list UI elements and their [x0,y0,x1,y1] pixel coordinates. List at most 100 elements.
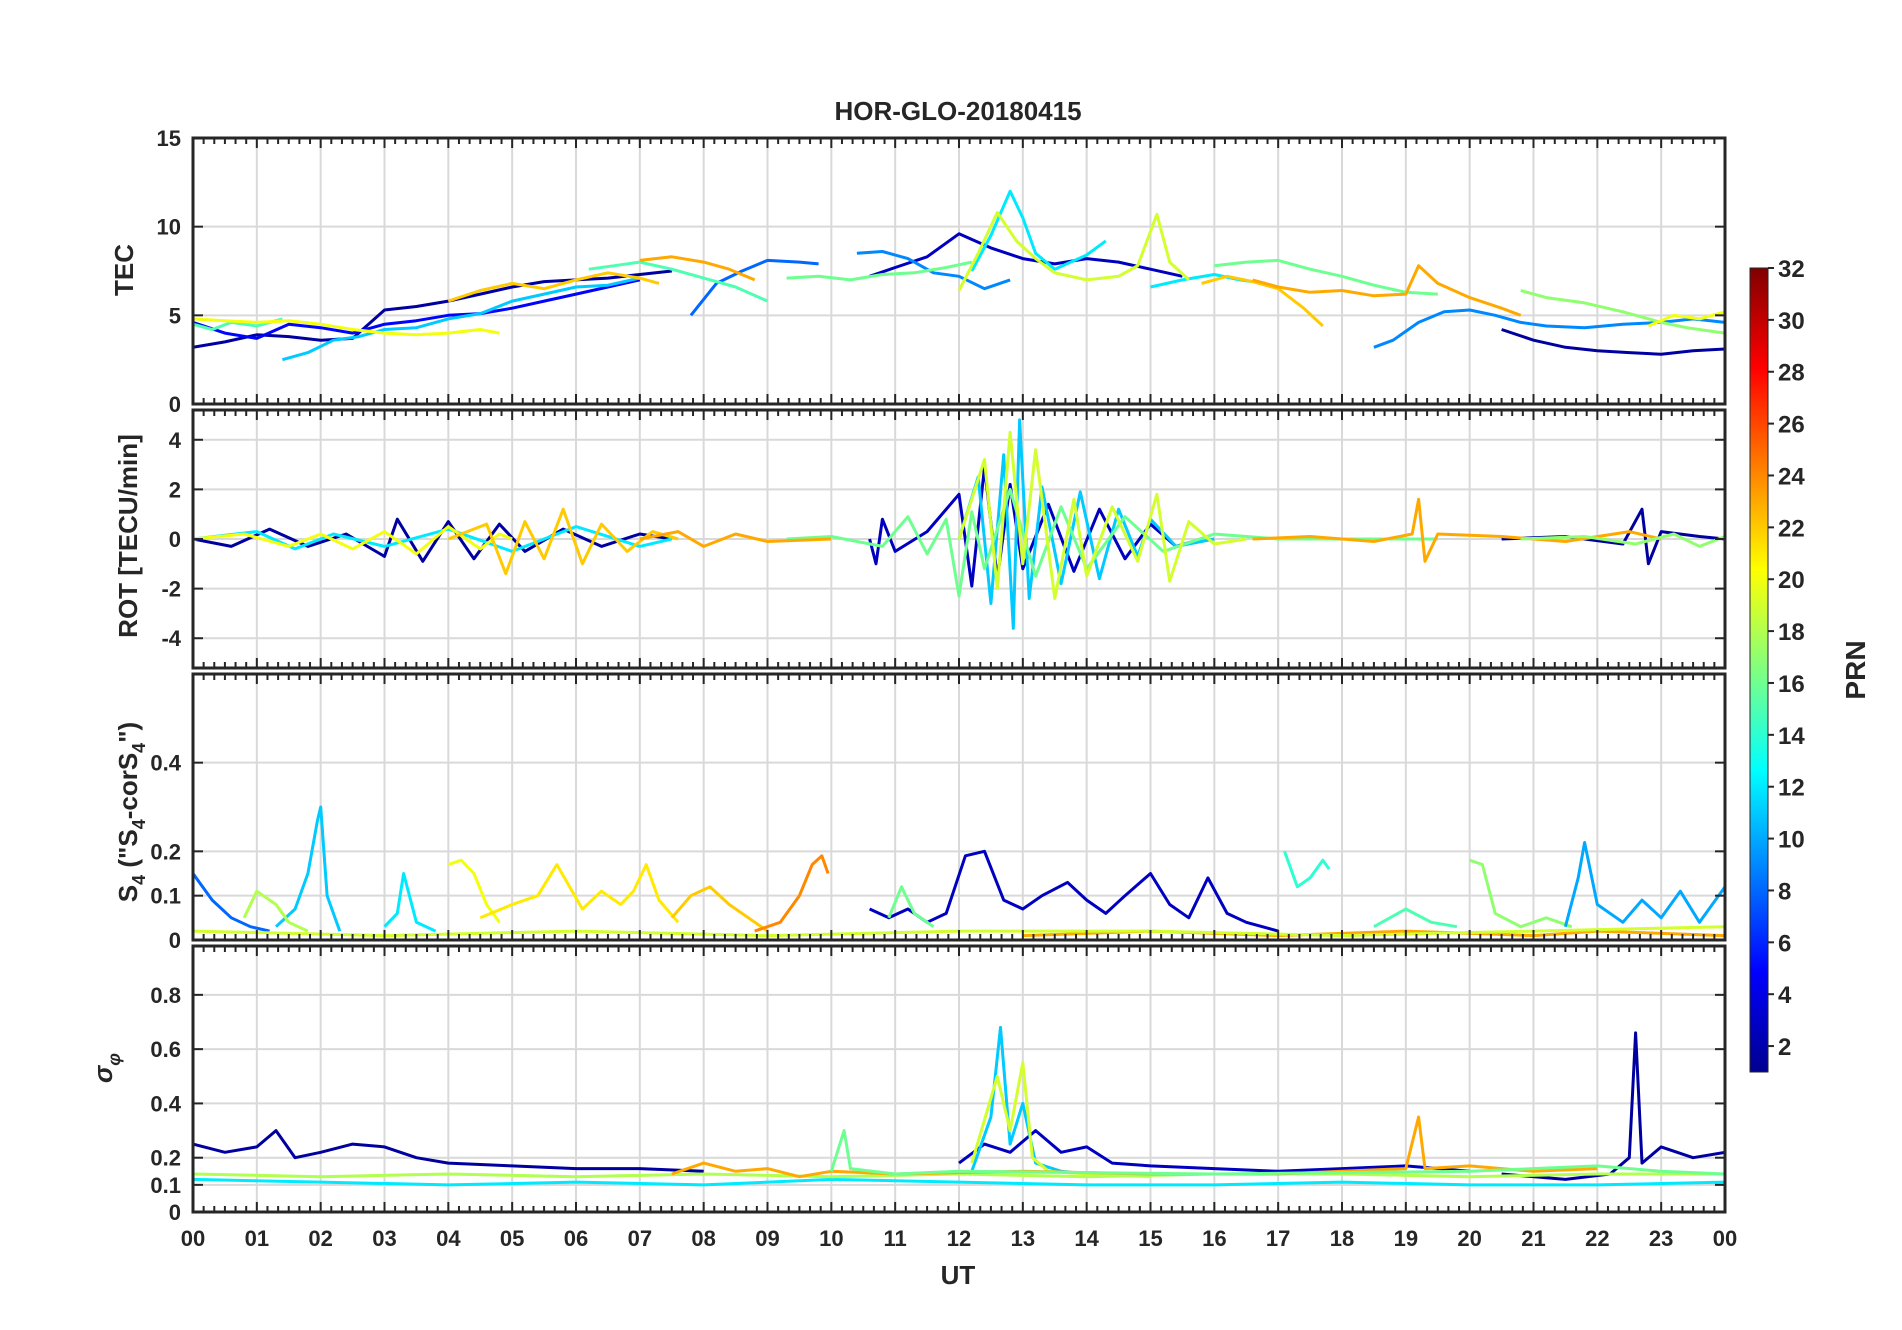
sigma-phi-ytick-label: 0.4 [150,1091,181,1116]
s4-series-prn-14 [1283,850,1331,889]
tec-series-prn-19 [957,211,1190,292]
colorbar-tick-label: 2 [1778,1034,1791,1061]
tec-ytick-label: 10 [157,215,181,240]
s4-ytick-label: 0.4 [150,751,181,776]
colorbar-tick-label: 14 [1778,723,1805,750]
sigma-phi-series-prn-2 [193,1129,704,1173]
rot-panel: -4 -2 0 2 4 [161,408,1727,670]
colorbar-tick-label: 8 [1778,878,1791,905]
colorbar-tick-label: 30 [1778,308,1805,335]
colorbar-tick-label: 10 [1778,827,1805,854]
x-tick-label: 08 [691,1226,715,1251]
tec-series-prn-2 [1501,328,1725,356]
sigma-phi-sub: φ [104,1053,124,1066]
rot-series-prn-16 [786,487,1438,598]
s4-frame [191,672,1727,942]
x-axis-tick-labels: 00 01 02 03 04 05 06 07 08 09 10 11 12 13 14 15 16 17 18 19… [181,1226,1737,1251]
s4-series-prn-21 [479,863,680,924]
tec-series-prn-15 [588,260,769,303]
tec-series-prn-23 [639,255,756,282]
tec-series-prn-11 [281,276,641,362]
s4-series-prn-24 [754,854,830,933]
colorbar-tick-label: 12 [1778,775,1805,802]
s4-series-prn-16 [887,885,935,928]
rot-y-label: ROT [TECU/min] [113,434,143,638]
x-tick-label: 05 [500,1226,524,1251]
colorbar-tick-label: 26 [1778,412,1805,439]
x-tick-label: 15 [1138,1226,1162,1251]
sigma-phi-panel: 00.10.2 0.4 0.6 0.8 [150,944,1727,1225]
s4-ytick-label: 0 [169,928,181,953]
colorbar-label: PRN [1840,640,1871,699]
rot-series-prn-3 [868,465,1203,588]
sigma-phi-ytick-label: 0.6 [150,1037,181,1062]
s4-series-prn-18 [242,889,309,933]
tec-series-prn-2 [193,269,672,349]
tec-series-prn-23 [1252,264,1522,317]
x-tick-label: 14 [1074,1226,1099,1251]
sigma-phi-series-prn-11 [970,1025,1087,1176]
x-tick-label: 11 [884,1226,907,1251]
s4-ytick-label: 0.2 [150,839,181,864]
x-tick-label: 07 [628,1226,652,1251]
sigma-phi-series-prn-12 [193,1177,1725,1187]
s4-series-prn-3 [868,849,1279,933]
x-tick-label: 06 [564,1226,588,1251]
rot-frame [191,408,1727,670]
tec-series-prn-20 [1647,310,1725,328]
sigma-phi-ytick-label: 0 [169,1200,181,1225]
tec-series-prn-3 [869,232,1183,278]
tec-ytick-label: 0 [169,392,181,417]
x-tick-label: 03 [372,1226,396,1251]
tec-series-prn-16 [786,260,973,282]
colorbar-tick-label: 6 [1778,930,1791,957]
s4-series-prn-11 [274,805,342,932]
rot-ytick-label: -2 [161,577,181,602]
s4-y-label-close: ") [113,722,143,743]
tec-ytick-label: 5 [169,303,181,328]
s4-series-prn-15 [1373,907,1458,929]
sigma-phi-series-group [193,1025,1725,1187]
s4-y-label-sub3: 4 [129,743,149,753]
tec-series-prn-5 [193,278,641,340]
sigma-phi-series-prn-2 [1501,1031,1725,1181]
s4-y-label-s: S [113,885,143,902]
tec-series-group [193,189,1725,362]
colorbar-tick-label: 24 [1778,463,1805,490]
sigma-phi-series-prn-3 [958,1129,1470,1173]
x-tick-label: 19 [1394,1226,1418,1251]
rot-series-prn-12 [193,525,673,553]
x-axis-label: UT [941,1260,976,1290]
x-tick-label: 00 [1713,1226,1737,1251]
colorbar [1749,267,1769,1073]
rot-series-prn-19 [957,430,1247,600]
tec-series-prn-20 [193,317,500,337]
rot-series-prn-23 [639,530,832,548]
s4-y-label-open: ("S [113,829,143,875]
tec-ytick-label: 15 [157,126,181,151]
x-tick-label: 10 [819,1226,843,1251]
tec-series-prn-17 [1520,289,1725,335]
rot-ytick-label: -4 [161,626,181,651]
colorbar-tick-label: 32 [1778,256,1805,283]
colorbar-tick-label: 22 [1778,515,1805,542]
x-tick-label: 18 [1330,1226,1354,1251]
tec-panel: 0 5 10 15 [157,126,1727,417]
s4-y-label: S4 ("S4-corS4") [113,722,149,902]
x-tick-label: 13 [1011,1226,1035,1251]
rot-series-prn-22 [447,507,679,576]
x-tick-label: 02 [308,1226,332,1251]
colorbar-tick-label: 20 [1778,567,1805,594]
x-tick-label: 01 [245,1226,269,1251]
rot-ytick-label: 4 [169,428,182,453]
s4-series-prn-17 [1469,858,1573,929]
colorbar-tick-label: 28 [1778,360,1805,387]
chart-title: HOR-GLO-20180415 [834,96,1081,126]
sigma-phi-ytick-label: 0.2 [150,1146,181,1171]
x-tick-label: 23 [1649,1226,1673,1251]
x-tick-label: 00 [181,1226,205,1251]
tec-series-prn-9 [856,250,1011,291]
rot-ytick-label: 2 [169,477,181,502]
